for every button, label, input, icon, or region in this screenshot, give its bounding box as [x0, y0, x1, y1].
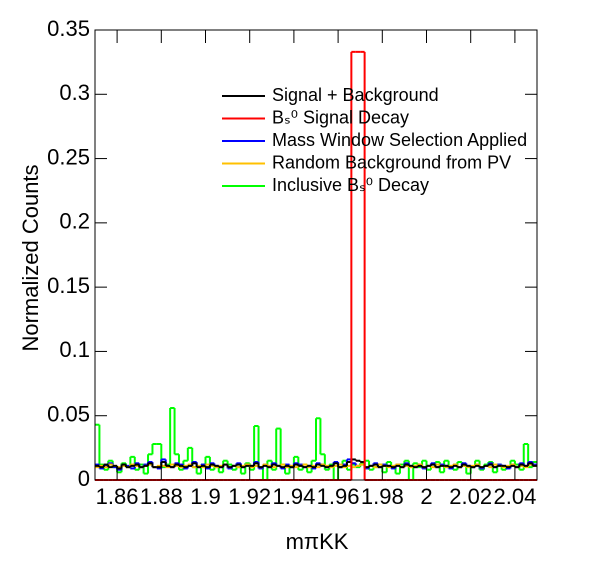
legend-label: Signal + Background: [272, 85, 439, 105]
x-tick-label: 2.02: [449, 484, 492, 509]
x-tick-label: 1.92: [228, 484, 271, 509]
frame: [94, 29, 538, 481]
x-tick-label: 1.9: [190, 484, 221, 509]
legend-label: Inclusive Bₛ⁰ Decay: [272, 175, 429, 195]
y-tick-label: 0.35: [47, 16, 90, 41]
legend-label: Bₛ⁰ Signal Decay: [272, 107, 409, 127]
legend-label: Random Background from PV: [272, 152, 511, 172]
x-tick-label: 1.94: [272, 484, 315, 509]
x-tick-label: 1.88: [140, 484, 183, 509]
y-tick-label: 0.3: [59, 80, 90, 105]
legend-label: Mass Window Selection Applied: [272, 130, 527, 150]
x-tick-label: 2: [420, 484, 432, 509]
x-tick-label: 1.98: [361, 484, 404, 509]
x-axis-label: mπKK: [286, 529, 349, 554]
y-tick-label: 0.15: [47, 273, 90, 298]
x-tick-label: 1.96: [317, 484, 360, 509]
y-tick-label: 0.2: [59, 209, 90, 234]
plot-area: [95, 50, 537, 481]
y-tick-label: 0: [78, 466, 90, 491]
x-tick-label: 2.04: [493, 484, 536, 509]
y-tick-label: 0.1: [59, 337, 90, 362]
y-tick-label: 0.25: [47, 144, 90, 169]
y-tick-label: 0.05: [47, 402, 90, 427]
y-axis-label: Normalized Counts: [18, 164, 43, 351]
x-tick-label: 1.86: [96, 484, 139, 509]
